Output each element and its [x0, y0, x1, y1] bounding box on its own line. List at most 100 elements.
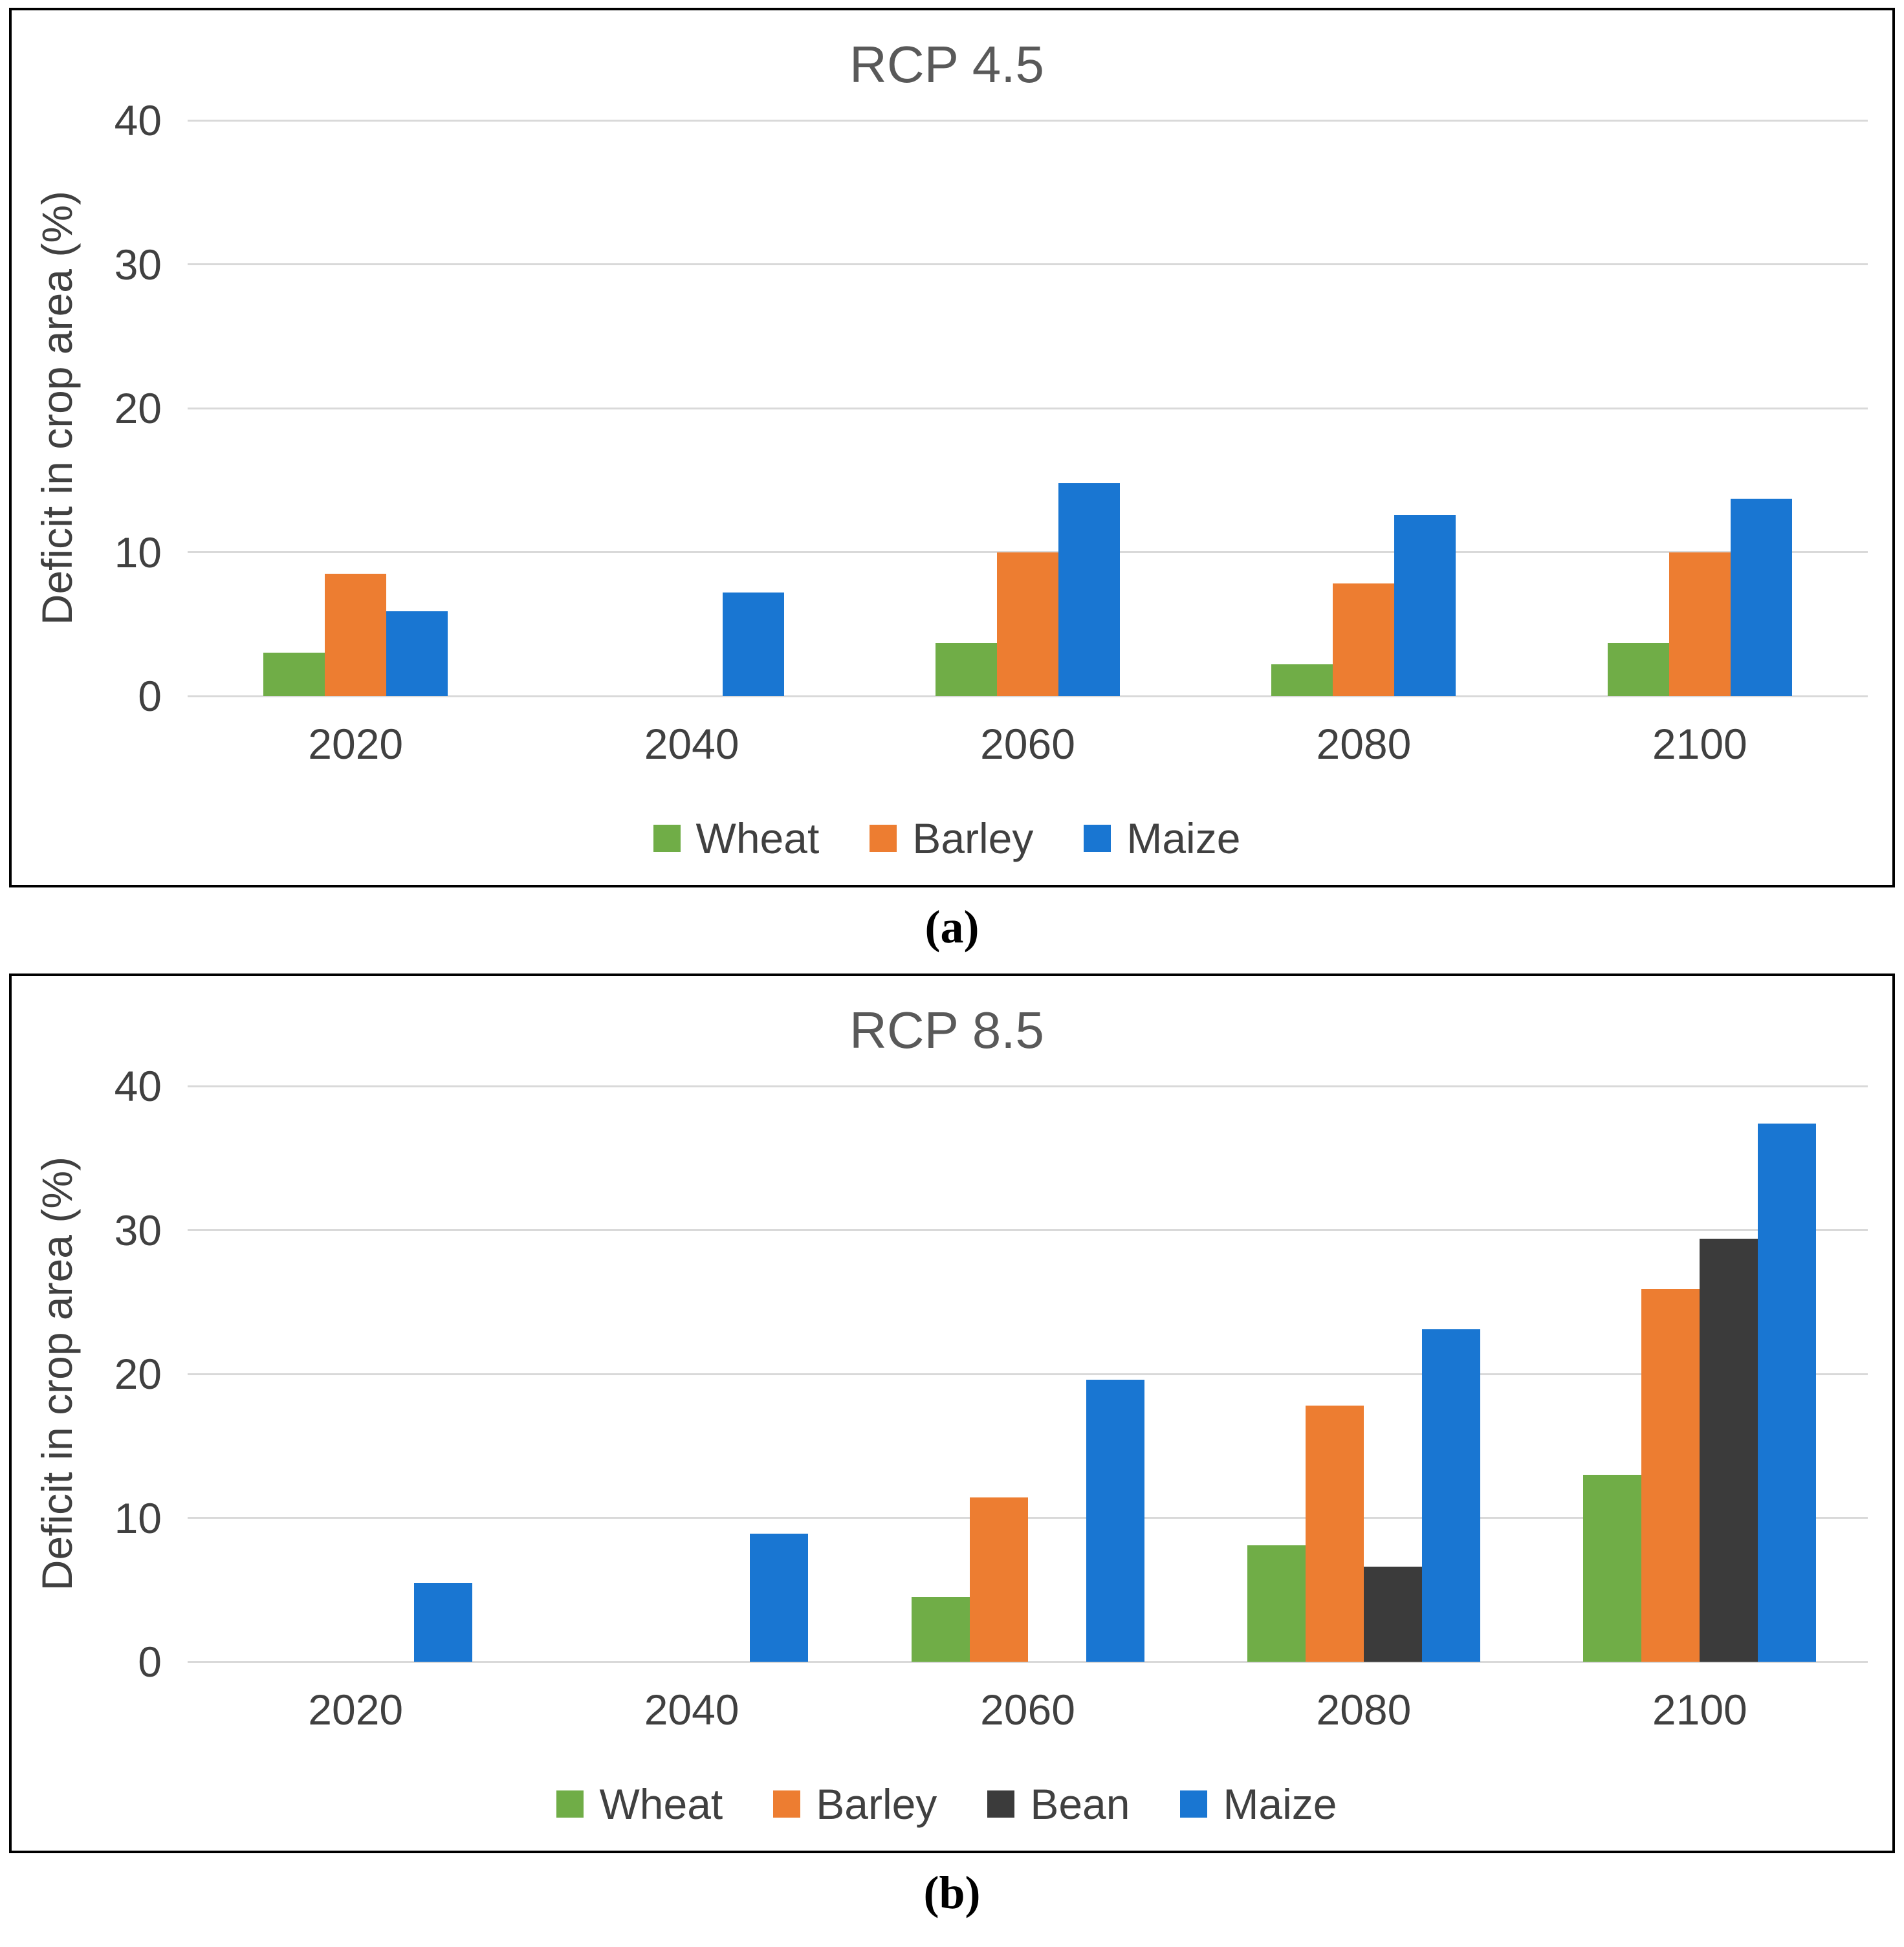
bar-group — [860, 120, 1196, 696]
bar-wheat-2020 — [263, 653, 325, 696]
caption-a: (a) — [925, 901, 979, 953]
bar-wheat-2080 — [1247, 1545, 1306, 1662]
y-tick-label: 30 — [114, 240, 162, 288]
bar-maize-2040 — [750, 1533, 809, 1662]
bar-group — [523, 1086, 859, 1662]
legend-swatch-barley — [870, 825, 897, 852]
legend-label: Barley — [816, 1780, 937, 1828]
x-tick-label: 2100 — [1652, 720, 1747, 768]
bar-maize-2060 — [1086, 1379, 1144, 1662]
bar-group — [188, 1086, 523, 1662]
legend: Wheat Barley Maize — [26, 768, 1868, 863]
gridline — [188, 407, 1868, 409]
chart-title: RCP 4.5 — [849, 36, 1044, 93]
x-tick-label: 2040 — [644, 1686, 739, 1734]
bar-wheat-2080 — [1271, 664, 1333, 696]
bar-wheat-2060 — [936, 642, 998, 696]
legend-label: Bean — [1030, 1780, 1130, 1828]
bar-maize-2040 — [722, 592, 784, 696]
legend-item-barley: Barley — [773, 1779, 937, 1829]
legend-swatch-wheat — [653, 825, 681, 852]
x-tick-label: 2040 — [644, 720, 739, 768]
legend-label: Maize — [1126, 814, 1241, 862]
bar-group — [860, 1086, 1196, 1662]
bar-maize-2080 — [1394, 514, 1456, 696]
bar-barley-2060 — [997, 552, 1059, 696]
bar-group — [1532, 120, 1868, 696]
bar-barley-2080 — [1305, 1405, 1364, 1662]
bar-maize-2080 — [1421, 1329, 1480, 1662]
y-tick-label: 0 — [138, 672, 162, 720]
bar-maize-2060 — [1058, 483, 1121, 696]
x-tick-label: 2060 — [980, 720, 1075, 768]
bar-barley-2100 — [1641, 1289, 1700, 1662]
chart-grid: Deficit in crop area (%) 0 10 20 30 40 2020 2… — [26, 96, 1868, 863]
x-tick-label: 2020 — [308, 1686, 404, 1734]
y-axis-title-cell: Deficit in crop area (%) — [26, 120, 87, 696]
gridline — [188, 1229, 1868, 1231]
x-axis-labels: 2020 2040 2060 2080 2100 — [188, 696, 1868, 768]
y-tick-label: 40 — [114, 96, 162, 144]
y-axis-title-cell: Deficit in crop area (%) — [26, 1086, 87, 1662]
plot-area — [188, 119, 1868, 697]
legend-item-bean: Bean — [987, 1779, 1130, 1829]
x-tick-label: 2080 — [1316, 720, 1412, 768]
gridline — [188, 1660, 1868, 1663]
bar-bean-2100 — [1700, 1238, 1758, 1662]
x-tick-label: 2020 — [308, 720, 404, 768]
plot-area — [188, 1085, 1868, 1663]
bar-maize-2100 — [1758, 1123, 1817, 1662]
legend-label: Wheat — [599, 1780, 723, 1828]
legend: Wheat Barley Bean Maize — [26, 1734, 1868, 1829]
bar-bean-2080 — [1363, 1567, 1422, 1662]
caption-b: (b) — [923, 1867, 981, 1919]
legend-swatch-maize — [1180, 1790, 1208, 1818]
legend-label: Barley — [912, 814, 1034, 862]
legend-label: Wheat — [695, 814, 820, 862]
bar-barley-2020 — [325, 573, 387, 696]
legend-label: Maize — [1223, 1780, 1337, 1828]
bar-barley-2080 — [1333, 583, 1395, 696]
gridline — [188, 263, 1868, 265]
chart-panel-a: RCP 4.5 Deficit in crop area (%) 0 10 20 30… — [9, 8, 1895, 887]
x-tick-label: 2080 — [1316, 1686, 1412, 1734]
bar-groups — [188, 1086, 1868, 1662]
gridline — [188, 1085, 1868, 1087]
x-axis-labels: 2020 2040 2060 2080 2100 — [188, 1662, 1868, 1734]
y-tick-label: 30 — [114, 1206, 162, 1254]
y-tick-label: 10 — [114, 528, 162, 576]
bar-wheat-2060 — [911, 1596, 970, 1662]
bar-group — [1532, 1086, 1868, 1662]
y-axis-title: Deficit in crop area (%) — [32, 191, 81, 625]
bar-group — [1196, 1086, 1531, 1662]
bar-groups — [188, 120, 1868, 696]
bar-group — [188, 120, 523, 696]
legend-item-maize: Maize — [1180, 1779, 1337, 1829]
legend-item-maize: Maize — [1084, 814, 1240, 863]
chart-title: RCP 8.5 — [849, 1001, 1044, 1059]
x-tick-label: 2060 — [980, 1686, 1075, 1734]
chart-grid: Deficit in crop area (%) 0 10 20 30 40 2020 2… — [26, 1062, 1868, 1829]
gridline — [188, 1373, 1868, 1375]
legend-swatch-maize — [1084, 825, 1111, 852]
legend-swatch-wheat — [556, 1790, 584, 1818]
bar-wheat-2100 — [1607, 642, 1669, 696]
y-axis-title: Deficit in crop area (%) — [32, 1157, 81, 1591]
gridline — [188, 695, 1868, 697]
legend-item-barley: Barley — [870, 814, 1033, 863]
bar-barley-2100 — [1669, 552, 1731, 696]
bar-barley-2060 — [969, 1497, 1028, 1662]
y-tick-label: 10 — [114, 1494, 162, 1542]
y-tick-label: 20 — [114, 1350, 162, 1398]
y-tick-label: 20 — [114, 384, 162, 432]
bar-maize-2020 — [413, 1582, 472, 1662]
chart-panel-b: RCP 8.5 Deficit in crop area (%) 0 10 20 30… — [9, 974, 1895, 1853]
x-tick-label: 2100 — [1652, 1686, 1747, 1734]
bar-wheat-2100 — [1583, 1474, 1642, 1662]
legend-swatch-bean — [987, 1790, 1015, 1818]
bar-maize-2020 — [386, 611, 448, 696]
bar-maize-2100 — [1730, 499, 1792, 696]
y-tick-label: 40 — [114, 1062, 162, 1110]
y-tick-label: 0 — [138, 1638, 162, 1686]
